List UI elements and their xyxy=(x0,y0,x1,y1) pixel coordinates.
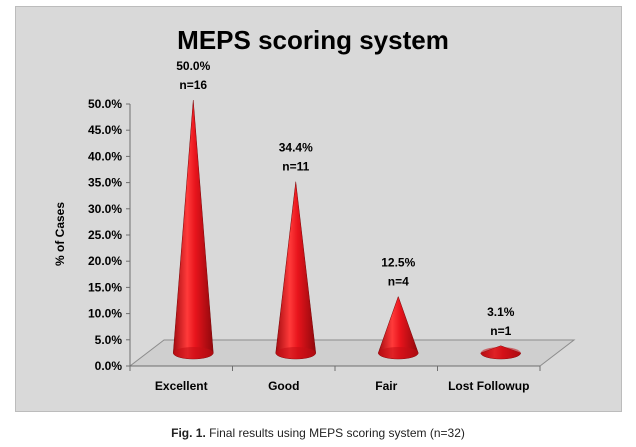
x-tick-label: Lost Followup xyxy=(448,379,529,393)
data-label-percent: 12.5% xyxy=(381,256,415,270)
y-tick-label: 5.0% xyxy=(95,333,123,347)
y-axis-label: % of Cases xyxy=(53,202,67,266)
x-tick-label: Good xyxy=(268,379,299,393)
cone-bar xyxy=(275,181,317,360)
x-tick-label: Excellent xyxy=(155,379,208,393)
data-label-percent: 3.1% xyxy=(487,305,515,319)
cone-base xyxy=(378,347,419,359)
cone-base xyxy=(173,347,214,359)
y-tick-label: 30.0% xyxy=(88,202,122,216)
y-tick-label: 0.0% xyxy=(95,359,123,373)
caption-label: Fig. 1. xyxy=(171,426,206,440)
data-label-count: n=16 xyxy=(179,78,207,92)
cone-bar-chart: 0.0% 5.0% 10.0% 15.0% 20.0% 25.0% 30.0% 35.0% 40… xyxy=(53,25,576,393)
data-label-count: n=11 xyxy=(282,160,309,174)
data-label-count: n=1 xyxy=(490,324,511,338)
y-tick-label: 25.0% xyxy=(88,228,122,242)
caption-text: Final results using MEPS scoring system … xyxy=(205,426,465,440)
figure-caption: Fig. 1. Final results using MEPS scoring… xyxy=(0,426,636,440)
y-tick-label: 35.0% xyxy=(88,176,122,190)
cone-base xyxy=(480,347,521,359)
x-tick-label: Fair xyxy=(375,379,397,393)
y-tick-label: 45.0% xyxy=(88,123,122,137)
y-tick-label: 10.0% xyxy=(88,307,122,321)
cone-bar xyxy=(172,99,214,360)
data-label-percent: 34.4% xyxy=(279,141,313,155)
cone-base xyxy=(275,347,316,359)
y-tick-label: 40.0% xyxy=(88,149,122,163)
data-label-percent: 50.0% xyxy=(176,59,210,73)
y-tick-label: 50.0% xyxy=(88,97,122,111)
data-label-count: n=4 xyxy=(388,275,409,289)
chart-title: MEPS scoring system xyxy=(177,25,449,55)
y-tick-label: 15.0% xyxy=(88,280,122,294)
y-tick-label: 20.0% xyxy=(88,254,122,268)
